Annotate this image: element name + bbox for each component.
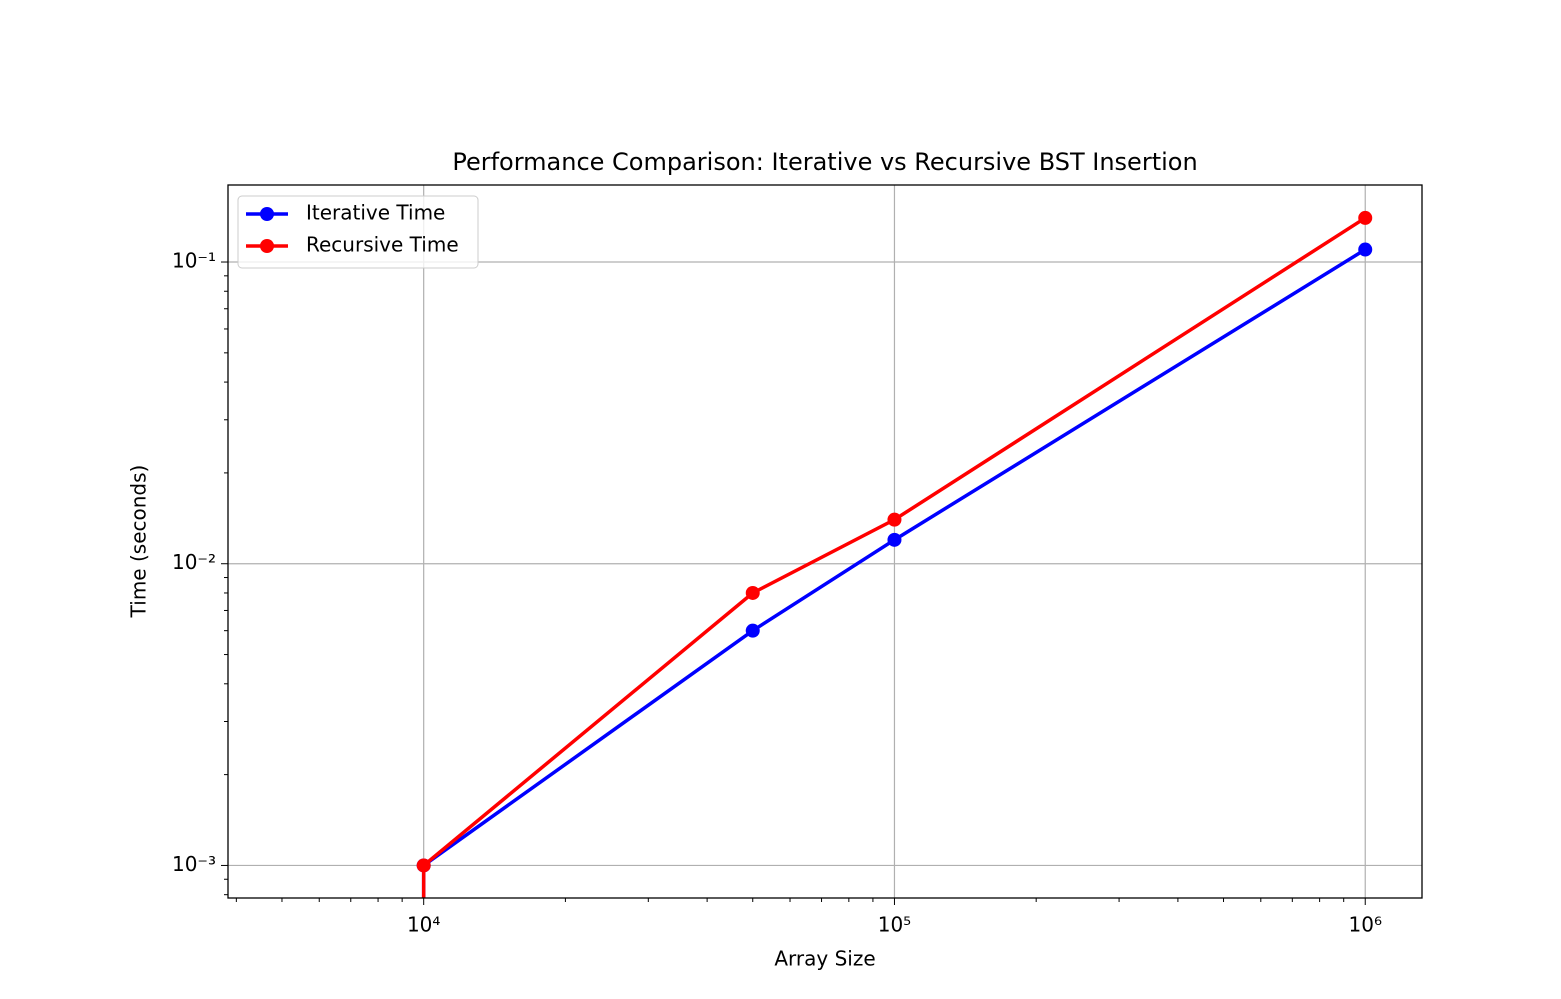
legend-label: Iterative Time xyxy=(306,201,445,225)
point xyxy=(1358,210,1373,225)
plot-area xyxy=(416,210,1373,898)
x-tick-label: 10⁵ xyxy=(878,913,911,937)
legend-marker xyxy=(260,239,274,253)
point xyxy=(745,585,760,600)
point xyxy=(416,858,431,873)
y-axis-label: Time (seconds) xyxy=(127,465,151,619)
y-tick-label: 10⁻³ xyxy=(172,852,216,876)
y-tick-label: 10⁻² xyxy=(172,550,216,574)
legend-box xyxy=(237,195,479,269)
x-tick-label: 10⁶ xyxy=(1349,913,1382,937)
legend-label: Recursive Time xyxy=(306,233,459,257)
x-tick-label: 10⁴ xyxy=(407,913,440,937)
y-tick-label: 10⁻¹ xyxy=(172,249,216,273)
x-axis-label: Array Size xyxy=(774,947,875,971)
chart-title: Performance Comparison: Iterative vs Rec… xyxy=(452,148,1197,176)
point xyxy=(1358,242,1373,257)
point xyxy=(887,512,902,527)
legend-marker xyxy=(260,207,274,221)
point xyxy=(887,532,902,547)
plot-frame xyxy=(227,184,1423,899)
point xyxy=(745,623,760,638)
